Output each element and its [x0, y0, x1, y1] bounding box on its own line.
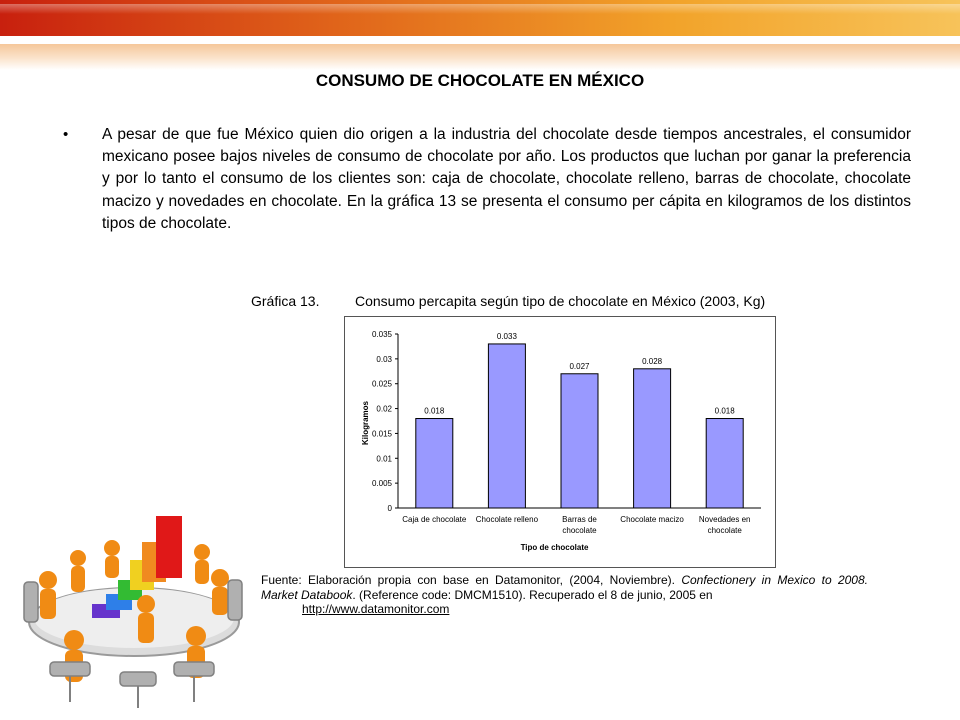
header-band — [0, 0, 960, 36]
business-meeting-clipart-icon — [23, 516, 243, 708]
y-tick-label: 0.03 — [376, 355, 392, 364]
bullet-paragraph: A pesar de que fue México quien dio orig… — [102, 126, 911, 232]
bar — [560, 373, 599, 509]
x-tick-label: Barras de — [562, 515, 597, 524]
data-label: 0.018 — [715, 407, 736, 416]
data-label: 0.033 — [497, 332, 518, 341]
y-tick-label: 0.015 — [372, 429, 393, 438]
chart-source: Fuente: Elaboración propia con base en D… — [261, 573, 868, 617]
x-tick-label: Chocolate macizo — [620, 515, 684, 524]
source-prefix: Fuente: Elaboración propia con base en D… — [261, 573, 676, 587]
source-link[interactable]: http://www.datamonitor.com — [302, 602, 450, 616]
data-label: 0.028 — [642, 357, 663, 366]
y-tick-label: 0.01 — [376, 454, 392, 463]
slide-title: CONSUMO DE CHOCOLATE EN MÉXICO — [315, 71, 645, 90]
bar — [415, 418, 454, 509]
bar — [705, 418, 744, 509]
x-tick-label: Chocolate relleno — [476, 515, 539, 524]
y-tick-label: 0.035 — [372, 330, 393, 339]
bullet-marker: • — [63, 126, 69, 143]
y-tick-label: 0 — [388, 504, 393, 513]
bar-chart: 0 0.005 0.01 0.015 0.02 0.025 0.03 0.035 0.018 Ca… — [361, 330, 761, 552]
y-tick-label: 0.005 — [372, 479, 393, 488]
data-label: 0.018 — [424, 407, 445, 416]
y-tick-label: 0.02 — [376, 405, 392, 414]
y-tick-label: 0.025 — [372, 380, 393, 389]
bar — [487, 343, 526, 509]
x-tick-label: Novedades en — [699, 515, 751, 524]
header-band-secondary — [0, 44, 960, 70]
header-band-sheen — [0, 4, 960, 14]
bar — [633, 368, 672, 509]
chart-frame: 0 0.005 0.01 0.015 0.02 0.025 0.03 0.035 0.018 Ca… — [344, 316, 776, 568]
x-tick-label: chocolate — [708, 526, 743, 535]
source-rest: . (Reference code: DMCM1510). Recuperado… — [352, 587, 713, 602]
x-axis-title: Tipo de chocolate — [521, 543, 589, 552]
chart-caption-text: Consumo percapita según tipo de chocolat… — [355, 293, 766, 309]
y-axis-title: Kilogramos — [361, 400, 370, 445]
chart-caption-label: Gráfica 13. — [251, 293, 320, 309]
x-tick-label: Caja de chocolate — [402, 515, 467, 524]
source-title: Confectionery in Mexico to 2008. Market … — [261, 573, 868, 602]
x-tick-label: chocolate — [562, 526, 597, 535]
data-label: 0.027 — [569, 362, 590, 371]
